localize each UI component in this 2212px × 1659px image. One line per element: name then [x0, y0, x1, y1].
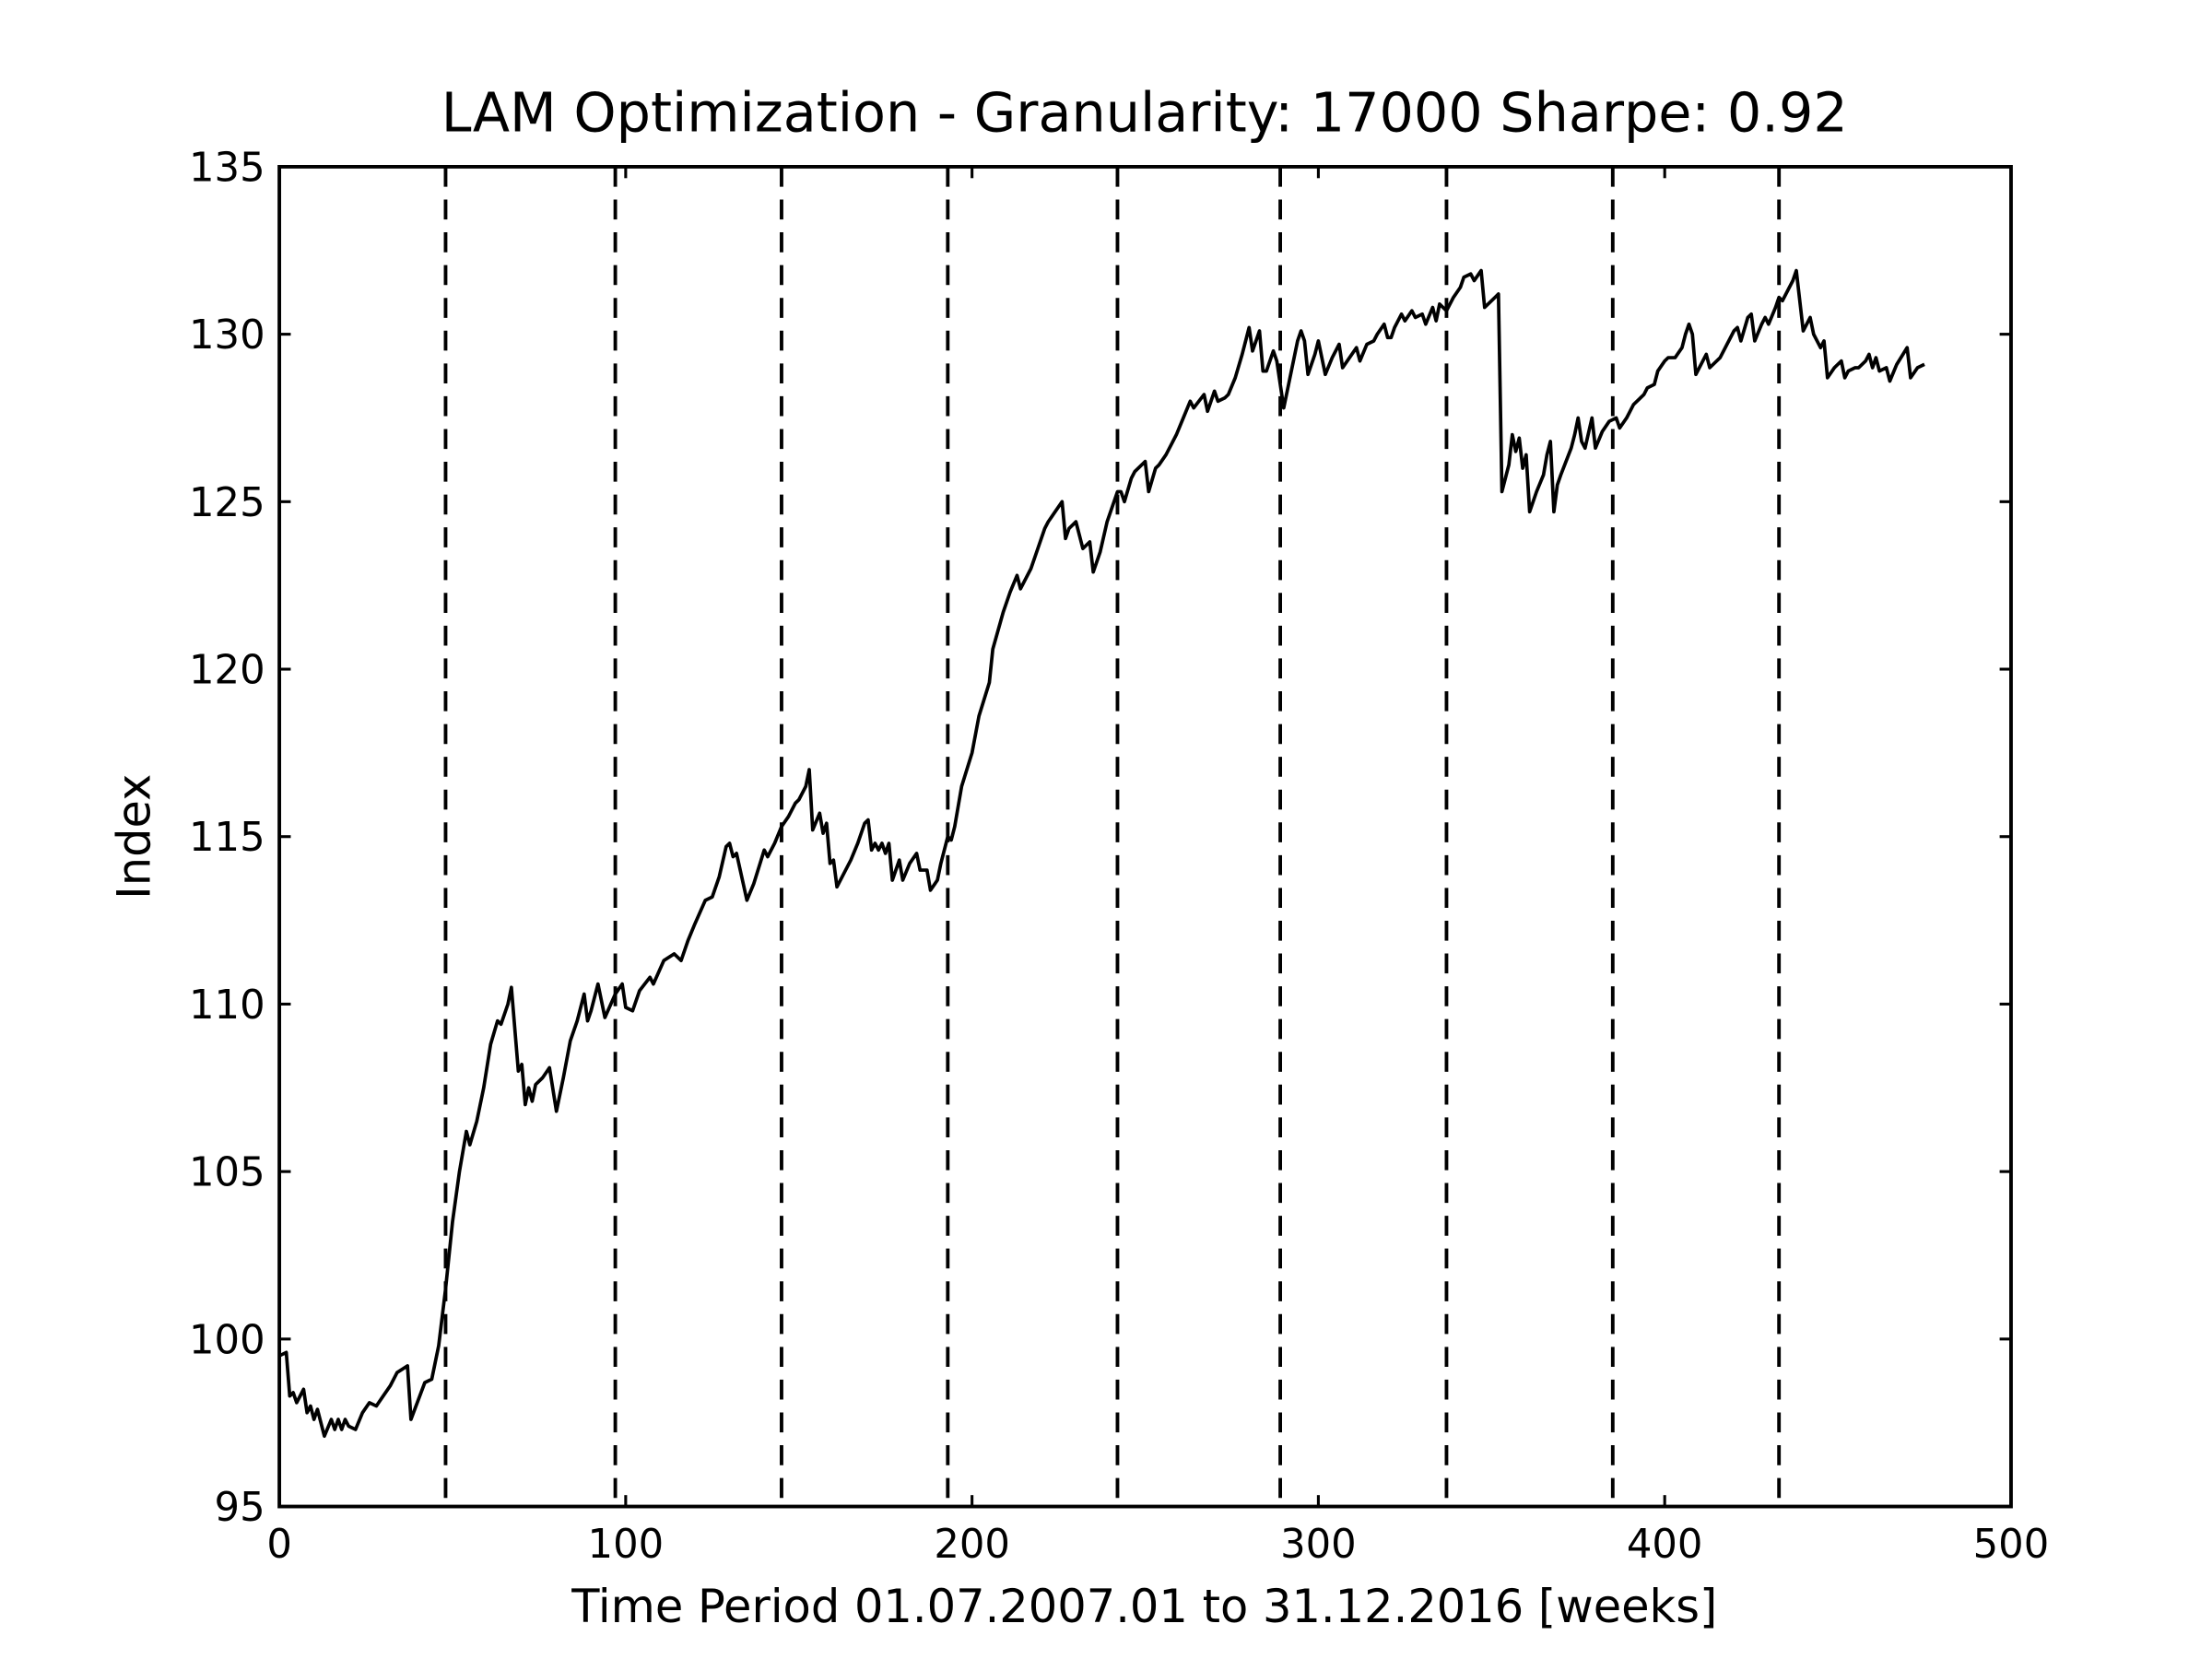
y-tick-label: 115	[189, 815, 265, 861]
x-tick-label: 400	[1627, 1522, 1703, 1568]
y-tick-label: 110	[189, 982, 265, 1029]
y-tick-label: 105	[189, 1150, 265, 1196]
x-tick-label: 0	[266, 1522, 292, 1568]
y-tick-label: 125	[189, 480, 265, 526]
y-tick-label: 95	[215, 1485, 265, 1531]
y-tick-label: 135	[189, 145, 265, 191]
x-axis-label: Time Period 01.07.2007.01 to 31.12.2016 …	[571, 1580, 1717, 1633]
x-tick-label: 500	[1973, 1522, 2050, 1568]
x-tick-label: 200	[934, 1522, 1010, 1568]
data-line	[278, 268, 1925, 1439]
y-axis-label: Index	[107, 774, 160, 900]
chart-title: LAM Optimization - Granularity: 17000 Sh…	[441, 80, 1848, 144]
x-tick-label: 100	[588, 1522, 665, 1568]
y-tick-label: 120	[189, 647, 265, 693]
x-tick-label: 300	[1280, 1522, 1357, 1568]
y-tick-label: 100	[189, 1317, 265, 1363]
y-tick-label: 130	[189, 312, 265, 359]
